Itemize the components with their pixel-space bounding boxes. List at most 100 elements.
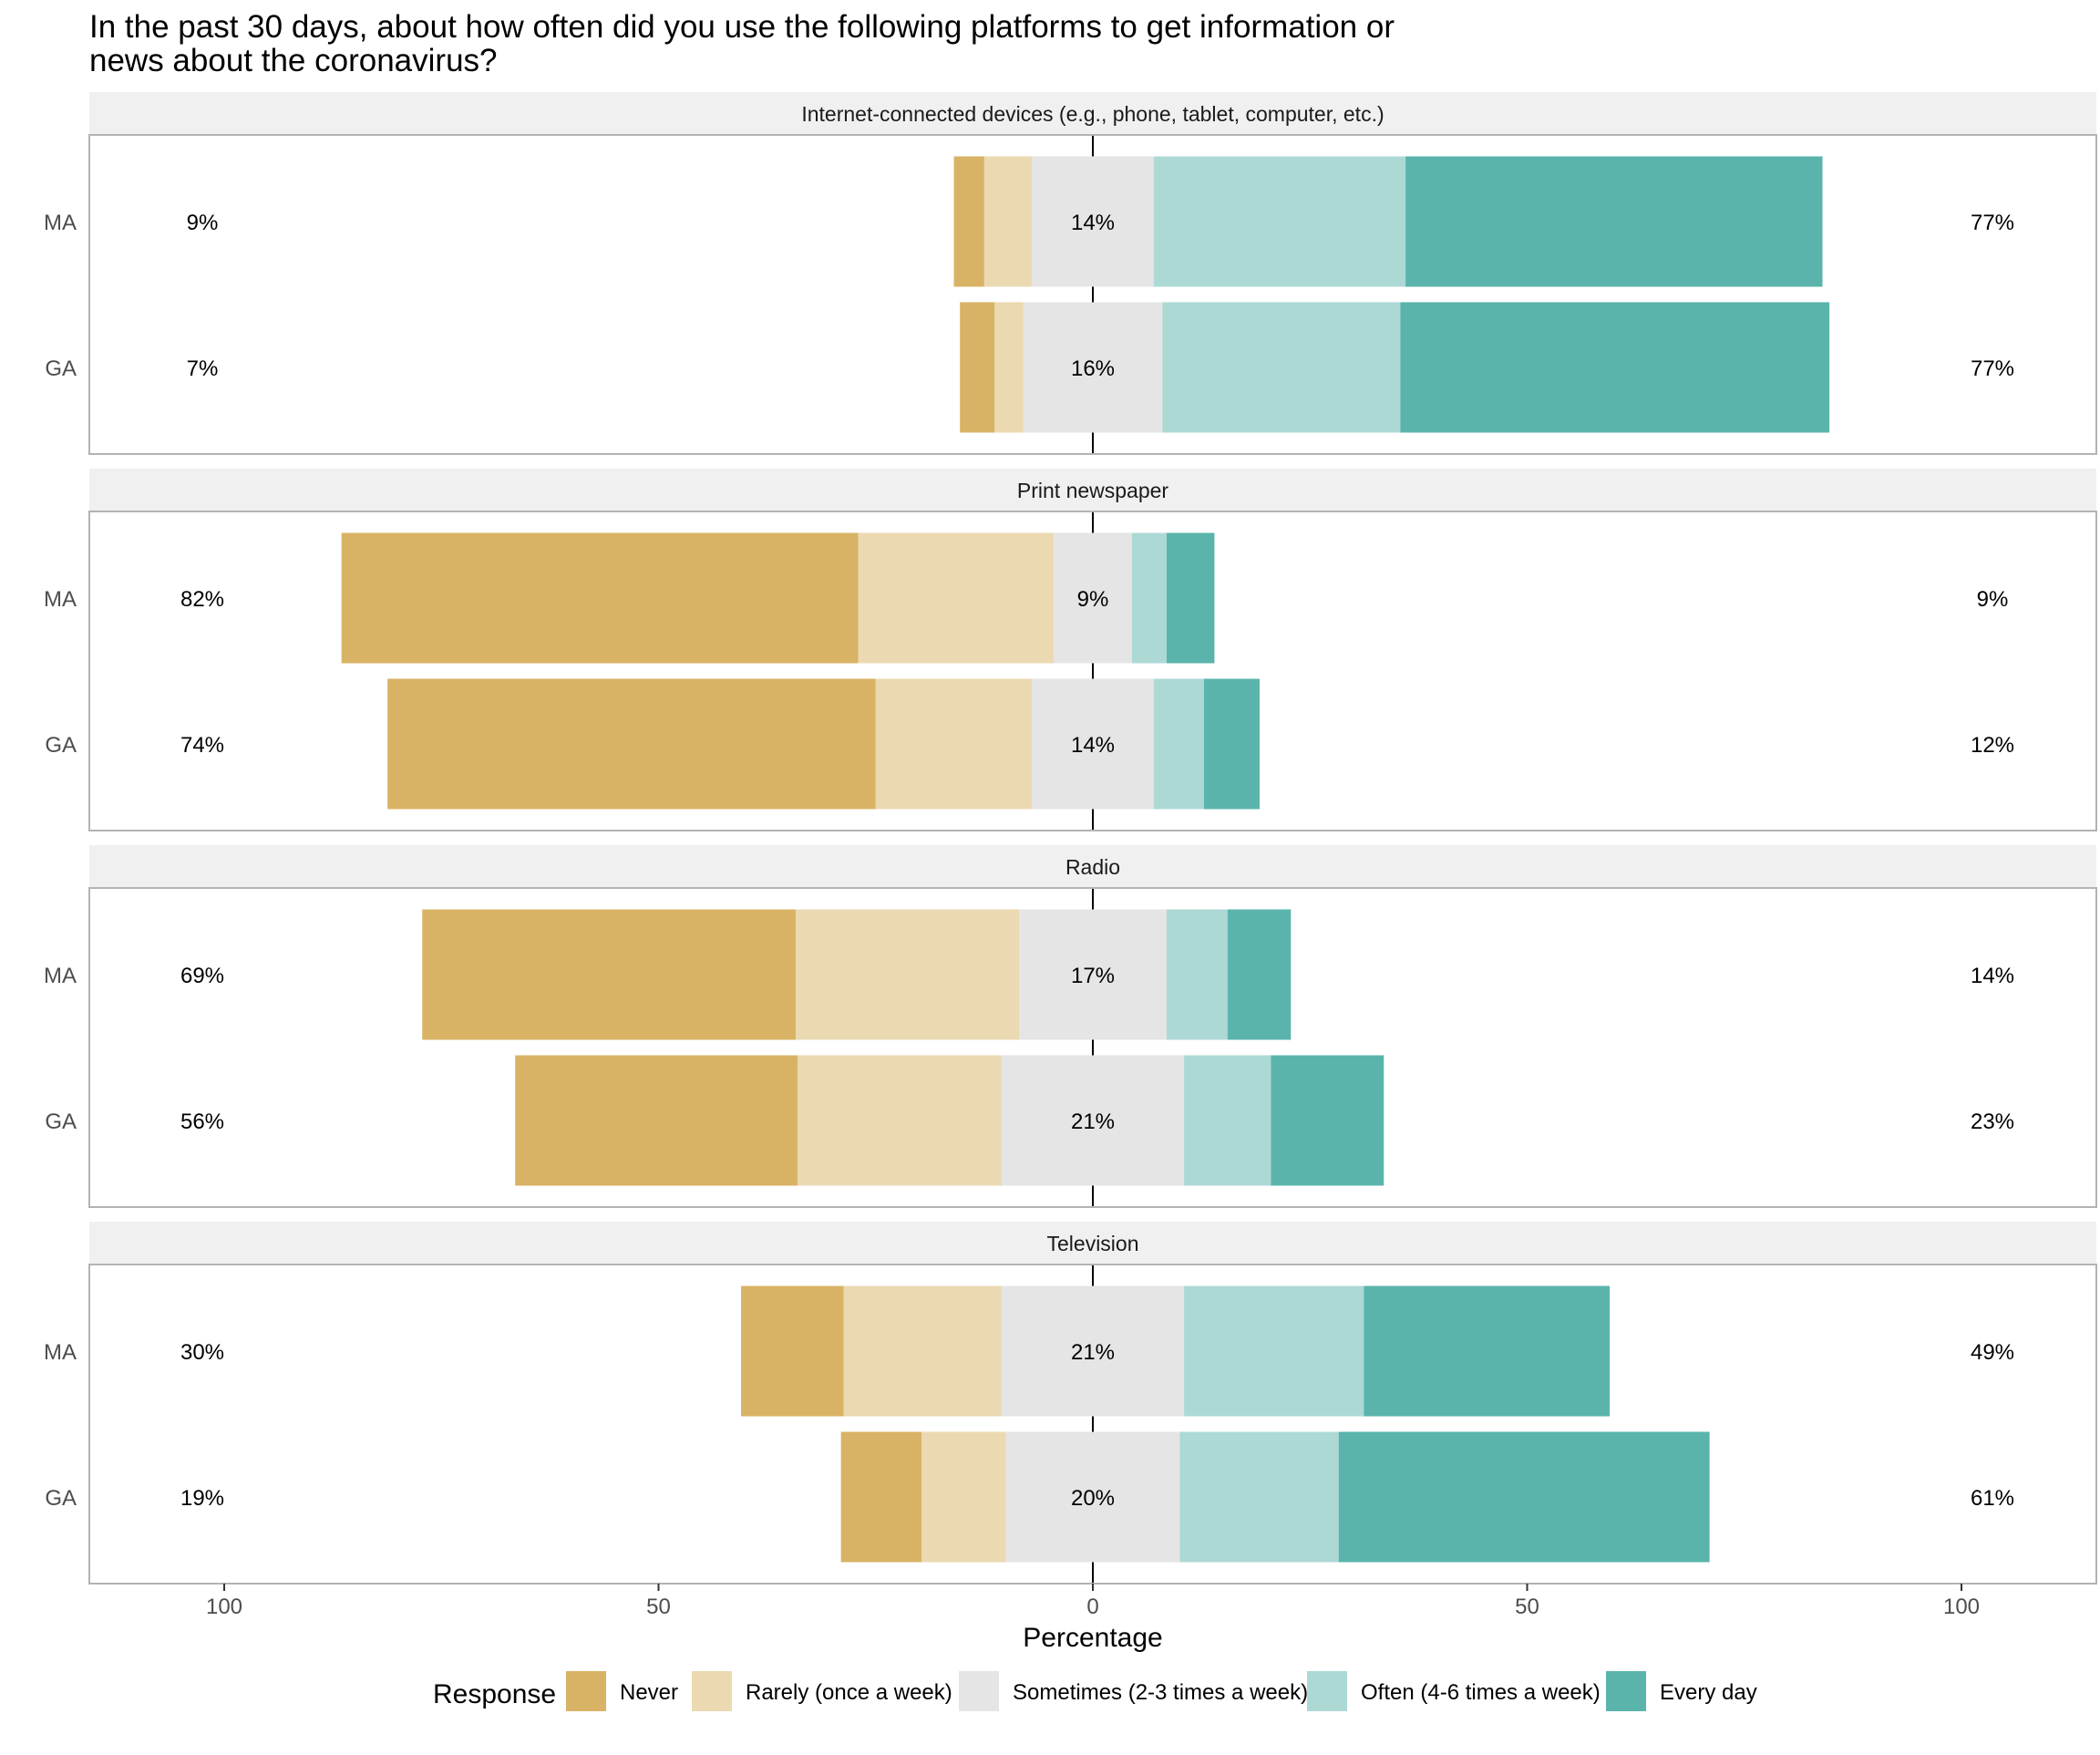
left-percent-label: 69% (180, 964, 224, 988)
bar-segment-every-day (1203, 678, 1260, 810)
bar-segment-often (1184, 1055, 1271, 1186)
right-percent-label: 77% (1971, 211, 2014, 235)
bar-segment-every-day (1364, 1285, 1611, 1417)
bar-segment-often (1153, 678, 1204, 810)
y-axis-label: GA (45, 1110, 77, 1134)
left-percent-label: 56% (180, 1110, 224, 1134)
facet-title: Print newspaper (1017, 479, 1169, 502)
facet-strip (89, 92, 2096, 135)
bar-segment-every-day (1271, 1055, 1385, 1186)
left-percent-label: 9% (187, 211, 219, 235)
bar-segment-every-day (1227, 909, 1292, 1040)
chart-title: In the past 30 days, about how often did… (89, 9, 1395, 78)
bar-segment-sometimes (1001, 1055, 1185, 1186)
right-percent-label: 61% (1971, 1486, 2014, 1511)
center-percent-label: 14% (1071, 733, 1115, 758)
right-percent-label: 49% (1971, 1340, 2014, 1365)
legend-key-often (1307, 1671, 1347, 1711)
right-percent-label: 77% (1971, 356, 2014, 381)
bar-row-ma: MA 82% 9% 9% (44, 532, 2009, 664)
legend-key-never (566, 1671, 606, 1711)
bar-segment-often (1179, 1431, 1339, 1563)
x-tick-label: 50 (1515, 1595, 1539, 1619)
bar-segment-sometimes (1023, 302, 1163, 433)
legend-label-rarely: Rarely (once a week) (746, 1680, 952, 1705)
legend-item-sometimes: Sometimes (2-3 times a week) (959, 1671, 1308, 1711)
bar-segment-rarely (796, 909, 1019, 1040)
chart-title-line-1: In the past 30 days, about how often did… (89, 9, 1395, 45)
facet-strip (89, 845, 2096, 888)
y-axis-label: GA (45, 356, 77, 381)
bar-segment-rarely (875, 678, 1033, 810)
panel-border (88, 134, 2097, 455)
bar-segment-sometimes (1018, 909, 1168, 1040)
bar-segment-every-day (1338, 1431, 1710, 1563)
bar-segment-often (1184, 1285, 1364, 1417)
panel-border (88, 511, 2097, 831)
bar-row-ga: GA 56% 21% 23% (45, 1055, 2014, 1186)
center-percent-label: 21% (1071, 1340, 1115, 1365)
left-percent-label: 82% (180, 587, 224, 612)
left-percent-label: 7% (187, 356, 219, 381)
y-axis-label: MA (44, 1340, 77, 1365)
bar-row-ma: MA 69% 17% 14% (44, 909, 2014, 1040)
bar-row-ma: MA 9% 14% 77% (44, 156, 2014, 287)
legend: Response Never Rarely (once a week) Sometim… (433, 1671, 1757, 1711)
bar-segment-sometimes (1032, 156, 1154, 287)
bar-segment-sometimes (1001, 1285, 1185, 1417)
bar-segment-never (387, 678, 876, 810)
bar-segment-often (1167, 909, 1228, 1040)
center-percent-label: 17% (1071, 964, 1115, 988)
y-axis-label: GA (45, 733, 77, 758)
bar-row-ga: GA 7% 16% 77% (45, 302, 2014, 433)
bar-segment-rarely (843, 1285, 1002, 1417)
bar-segment-every-day (1400, 302, 1830, 433)
left-percent-label: 74% (180, 733, 224, 758)
bar-segment-rarely (994, 302, 1024, 433)
bar-row-ga: GA 19% 20% 61% (45, 1431, 2014, 1563)
bar-segment-rarely (921, 1431, 1006, 1563)
right-percent-label: 9% (1977, 587, 2009, 612)
center-percent-label: 9% (1077, 587, 1109, 612)
y-axis-label: GA (45, 1486, 77, 1511)
legend-key-sometimes (959, 1671, 999, 1711)
x-axis: 100 50 0 50 100 (206, 1584, 1980, 1619)
chart-title-line-2: news about the coronavirus? (89, 43, 498, 78)
bar-segment-never (341, 532, 859, 664)
facet-panel: Television MA 30% 21% 49% GA 19% 20% 61% (44, 1222, 2097, 1585)
facet-panel: Radio MA 69% 17% 14% GA 56% 21% 23% (44, 845, 2097, 1208)
legend-item-never: Never (566, 1671, 678, 1711)
bar-segment-never (422, 909, 797, 1040)
y-axis-label: MA (44, 211, 77, 235)
bar-segment-every-day (1405, 156, 1823, 287)
facet-panels: Internet-connected devices (e.g., phone,… (44, 92, 2097, 1585)
bar-row-ga: GA 74% 14% 12% (45, 678, 2014, 810)
legend-label-every-day: Every day (1660, 1680, 1757, 1705)
x-tick-label: 50 (646, 1595, 671, 1619)
facet-title: Radio (1065, 855, 1120, 879)
y-axis-label: MA (44, 964, 77, 988)
facet-panel: Print newspaper MA 82% 9% 9% GA 74% 14% 12% (44, 469, 2097, 831)
bar-segment-sometimes (1054, 532, 1132, 664)
bar-segment-sometimes (1032, 678, 1154, 810)
bar-segment-often (1153, 156, 1406, 287)
bar-segment-rarely (983, 156, 1033, 287)
panel-border (88, 887, 2097, 1208)
legend-item-rarely: Rarely (once a week) (692, 1671, 952, 1711)
bar-segment-never (840, 1431, 922, 1563)
bar-segment-every-day (1167, 532, 1215, 664)
bar-segment-sometimes (1005, 1431, 1180, 1563)
bar-segment-never (741, 1285, 844, 1417)
facet-strip (89, 469, 2096, 511)
facet-title: Internet-connected devices (e.g., phone,… (801, 102, 1384, 126)
y-axis-label: MA (44, 587, 77, 612)
bar-segment-never (953, 156, 984, 287)
x-tick-label: 100 (206, 1595, 242, 1619)
bar-segment-never (515, 1055, 798, 1186)
x-tick-label: 100 (1943, 1595, 1980, 1619)
legend-title: Response (433, 1679, 556, 1709)
bar-row-ma: MA 30% 21% 49% (44, 1285, 2014, 1417)
right-percent-label: 12% (1971, 733, 2014, 758)
